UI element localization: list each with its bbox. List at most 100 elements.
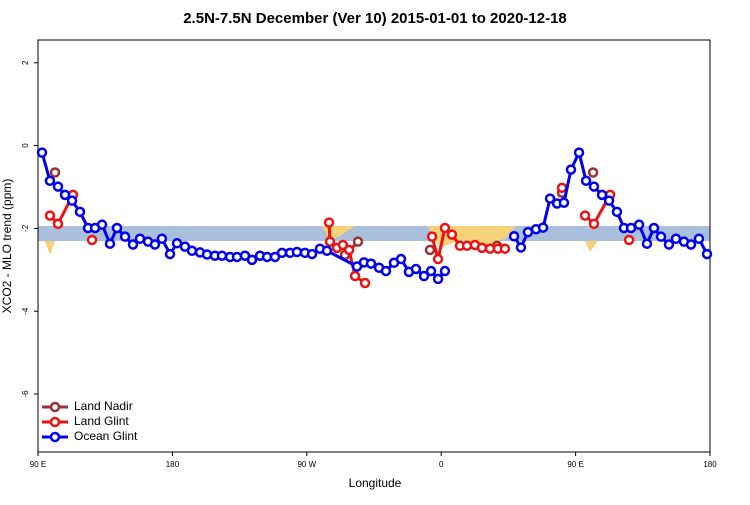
point bbox=[418, 270, 430, 282]
point bbox=[365, 258, 377, 269]
point bbox=[580, 175, 592, 187]
point bbox=[655, 231, 667, 242]
point bbox=[324, 236, 336, 247]
point bbox=[573, 147, 585, 158]
y-tick-label: -6 bbox=[21, 390, 30, 398]
point bbox=[74, 206, 86, 218]
y-tick-label: 0 bbox=[21, 143, 30, 148]
point bbox=[216, 250, 228, 261]
point bbox=[323, 217, 335, 228]
point bbox=[670, 233, 682, 245]
x-axis-label: Longitude bbox=[349, 476, 402, 490]
point bbox=[410, 263, 422, 275]
point bbox=[321, 245, 333, 257]
point bbox=[579, 210, 591, 221]
point bbox=[693, 233, 705, 245]
point bbox=[111, 222, 123, 234]
point bbox=[522, 226, 534, 238]
point bbox=[587, 167, 599, 178]
point bbox=[432, 273, 444, 285]
x-tick-label: 90 E bbox=[567, 460, 583, 469]
shade bbox=[45, 241, 55, 255]
point bbox=[186, 245, 198, 257]
point bbox=[104, 238, 116, 249]
point bbox=[439, 265, 451, 277]
legend-marker bbox=[49, 416, 61, 428]
point bbox=[380, 265, 392, 277]
chart-title: 2.5N-7.5N December (Ver 10) 2015-01-01 t… bbox=[183, 10, 567, 27]
point bbox=[425, 265, 437, 277]
point bbox=[508, 231, 520, 242]
x-tick-label: 180 bbox=[703, 460, 717, 469]
point bbox=[623, 234, 635, 246]
y-tick-label: -2 bbox=[21, 224, 30, 232]
point bbox=[149, 239, 161, 250]
x-tick-label: 90 E bbox=[30, 460, 46, 469]
y-tick-label: -4 bbox=[21, 307, 30, 315]
point bbox=[52, 218, 64, 230]
point bbox=[633, 219, 645, 230]
point bbox=[558, 197, 570, 208]
point bbox=[164, 248, 176, 260]
point bbox=[588, 181, 600, 192]
point bbox=[134, 233, 146, 245]
legend-label: Ocean Glint bbox=[74, 429, 138, 443]
shade bbox=[585, 241, 598, 252]
point bbox=[424, 244, 436, 256]
point bbox=[276, 247, 288, 259]
point bbox=[641, 238, 653, 249]
point bbox=[596, 189, 608, 201]
point bbox=[52, 181, 64, 192]
point bbox=[603, 195, 615, 206]
point bbox=[291, 246, 303, 258]
point bbox=[432, 253, 444, 265]
point bbox=[96, 219, 108, 230]
y-tick-label: 2 bbox=[21, 60, 30, 65]
point bbox=[86, 234, 98, 246]
point bbox=[119, 231, 131, 242]
point bbox=[556, 182, 568, 194]
point bbox=[44, 175, 56, 187]
point bbox=[395, 253, 407, 265]
point bbox=[231, 251, 243, 263]
point bbox=[588, 218, 600, 230]
point bbox=[537, 222, 549, 233]
point bbox=[648, 222, 660, 234]
legend-label: Land Nadir bbox=[74, 399, 133, 413]
point bbox=[685, 239, 697, 250]
point bbox=[156, 233, 168, 245]
point bbox=[343, 244, 355, 256]
point bbox=[439, 222, 451, 234]
plot-frame bbox=[37, 39, 711, 453]
legend-label: Land Glint bbox=[74, 414, 129, 428]
point bbox=[499, 243, 511, 254]
legend-marker bbox=[49, 431, 61, 443]
x-tick-label: 0 bbox=[439, 460, 444, 469]
point bbox=[59, 189, 71, 201]
y-axis-label: XCO2 - MLO trend (ppm) bbox=[0, 179, 14, 314]
point bbox=[127, 239, 139, 250]
point bbox=[349, 270, 361, 282]
point bbox=[663, 239, 675, 250]
point bbox=[66, 195, 78, 206]
point bbox=[625, 222, 637, 234]
point bbox=[544, 193, 556, 204]
legend-marker bbox=[49, 401, 61, 413]
point bbox=[701, 248, 713, 260]
point bbox=[36, 147, 48, 158]
point bbox=[306, 248, 318, 260]
point bbox=[611, 206, 623, 218]
point bbox=[49, 167, 61, 178]
x-tick-label: 90 W bbox=[297, 460, 316, 469]
point bbox=[44, 210, 56, 221]
point bbox=[359, 277, 371, 289]
point bbox=[476, 242, 488, 254]
point bbox=[246, 254, 258, 266]
point bbox=[515, 242, 527, 253]
point bbox=[201, 249, 213, 260]
point bbox=[426, 231, 438, 242]
point bbox=[352, 236, 364, 247]
